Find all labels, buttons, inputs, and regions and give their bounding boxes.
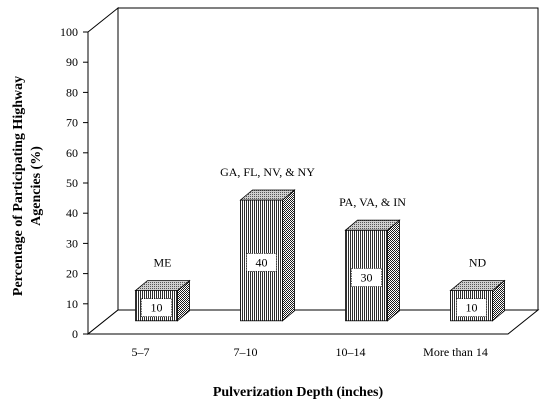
bar-value-label: 10 bbox=[151, 301, 163, 315]
x-axis-title: Pulverization Depth (inches) bbox=[213, 385, 384, 400]
y-tick-label: 80 bbox=[66, 85, 78, 99]
y-tick-label: 70 bbox=[66, 116, 78, 130]
bar-top bbox=[134, 280, 191, 292]
bar-value-label: 40 bbox=[256, 255, 268, 269]
bar-annotation: ME bbox=[154, 256, 172, 270]
y-axis-title-line-2: Agencies (%) bbox=[29, 146, 44, 226]
bar-side bbox=[282, 189, 295, 322]
x-category-label: 7–10 bbox=[234, 345, 258, 359]
y-ticks: 0 10 20 30 40 50 60 70 80 90 100 bbox=[60, 25, 88, 341]
y-tick-label: 0 bbox=[72, 327, 78, 341]
bars: 10 ME 40 GA, FL, NV, & NY 30 PA, VA, & IN 10 ND bbox=[134, 165, 506, 322]
y-tick-label: 50 bbox=[66, 176, 78, 190]
bar-top bbox=[239, 189, 296, 201]
category-labels: 5–7 7–10 10–14 More than 14 bbox=[132, 345, 488, 359]
bar-annotation: ND bbox=[469, 256, 487, 270]
y-tick-label: 60 bbox=[66, 146, 78, 160]
bar-annotation: PA, VA, & IN bbox=[339, 195, 406, 209]
y-axis-title: Percentage of Participating Highway Agen… bbox=[11, 76, 44, 296]
y-tick-label: 30 bbox=[66, 236, 78, 250]
x-category-label: 10–14 bbox=[336, 345, 366, 359]
bar-top bbox=[344, 219, 401, 231]
chart-left-wall bbox=[87, 6, 119, 336]
x-category-label: More than 14 bbox=[423, 345, 488, 359]
bar-value-box bbox=[456, 298, 487, 318]
y-tick-label: 40 bbox=[66, 206, 78, 220]
bar-0: 10 ME bbox=[134, 256, 191, 322]
bar-side bbox=[387, 219, 400, 322]
bar-value-box bbox=[246, 253, 277, 272]
bar-value-label: 10 bbox=[466, 301, 478, 315]
bar-1: 40 GA, FL, NV, & NY bbox=[220, 165, 315, 322]
bar-top bbox=[449, 280, 506, 292]
y-axis-title-line-1: Percentage of Participating Highway bbox=[11, 76, 26, 296]
y-tick-label: 90 bbox=[66, 55, 78, 69]
bar-annotation: GA, FL, NV, & NY bbox=[220, 165, 315, 179]
x-category-label: 5–7 bbox=[132, 345, 150, 359]
y-tick-label: 20 bbox=[66, 267, 78, 281]
y-tick-label: 100 bbox=[60, 25, 78, 39]
bar-value-box bbox=[351, 268, 382, 287]
y-tick-label: 10 bbox=[66, 297, 78, 311]
bar-value-box bbox=[141, 298, 172, 318]
bar-value-label: 30 bbox=[361, 271, 373, 285]
bar-2: 30 PA, VA, & IN bbox=[339, 195, 406, 322]
bar-3: 10 ND bbox=[449, 256, 506, 322]
